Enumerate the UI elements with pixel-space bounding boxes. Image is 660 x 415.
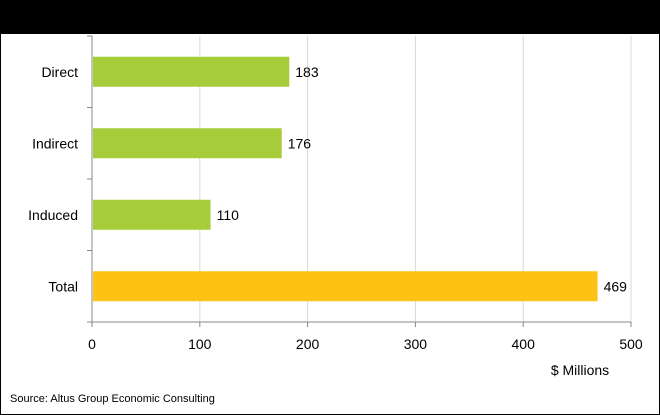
x-tick-label: 300	[404, 336, 428, 352]
x-tick-label: 100	[188, 336, 212, 352]
bar-direct	[93, 57, 289, 87]
data-label: 176	[288, 135, 312, 151]
source-note: Source: Altus Group Economic Consulting	[10, 393, 215, 405]
category-label: Direct	[41, 64, 78, 80]
x-tick-label: 0	[88, 336, 96, 352]
category-label: Induced	[28, 207, 78, 223]
x-axis-title: $ Millions	[551, 362, 609, 378]
bar-total	[93, 271, 598, 301]
bar-indirect	[93, 128, 282, 158]
x-tick-label: 500	[619, 336, 643, 352]
x-tick-label: 200	[296, 336, 320, 352]
category-label: Total	[48, 278, 78, 294]
x-tick-label: 400	[512, 336, 536, 352]
data-label: 110	[217, 207, 240, 223]
bar-induced	[93, 200, 211, 230]
data-label: 183	[295, 64, 319, 80]
data-label: 469	[604, 278, 628, 294]
category-label: Indirect	[32, 135, 78, 151]
